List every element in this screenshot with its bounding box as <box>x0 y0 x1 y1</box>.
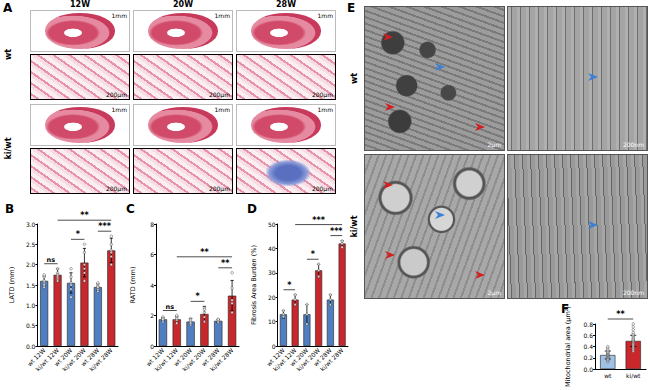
svg-text:10: 10 <box>268 318 276 325</box>
html-text:200μm: 200μm <box>311 91 333 98</box>
svg-text:***: *** <box>330 227 343 236</box>
svg-text:**: ** <box>221 259 230 268</box>
html-text:1mm: 1mm <box>317 106 333 113</box>
svg-text:ns: ns <box>47 256 56 264</box>
html-text:28W: 28W <box>276 0 296 9</box>
svg-text:ki/wt 12W: ki/wt 12W <box>34 346 61 373</box>
html-text:2μm: 2μm <box>487 289 501 296</box>
html-text:2μm: 2μm <box>487 141 501 148</box>
svg-text:0: 0 <box>272 343 276 350</box>
svg-text:ki/wt 28W: ki/wt 28W <box>209 346 235 372</box>
svg-text:B: B <box>5 202 14 216</box>
svg-text:***: *** <box>312 216 325 225</box>
html-text:200μm: 200μm <box>105 185 127 192</box>
svg-text:2.0: 2.0 <box>26 261 36 268</box>
svg-text:0: 0 <box>150 343 154 350</box>
svg-text:ki/wt 28W: ki/wt 28W <box>319 346 345 372</box>
svg-text:LATD (mm): LATD (mm) <box>8 267 16 304</box>
svg-text:0.4: 0.4 <box>583 343 593 350</box>
svg-text:wt 12W: wt 12W <box>264 346 286 368</box>
html-text:1mm: 1mm <box>111 12 127 19</box>
svg-text:wt 20W: wt 20W <box>172 346 194 368</box>
svg-text:**: ** <box>200 248 209 257</box>
svg-text:***: *** <box>98 222 111 231</box>
html-text:200μm: 200μm <box>208 185 230 192</box>
svg-text:**: ** <box>616 310 625 319</box>
svg-text:ki/wt 12W: ki/wt 12W <box>153 346 180 373</box>
svg-text:ki/wt 20W: ki/wt 20W <box>180 346 207 373</box>
svg-text:3.0: 3.0 <box>26 221 36 228</box>
html-text:200μm: 200μm <box>208 91 230 98</box>
html-text:1mm: 1mm <box>111 106 127 113</box>
html-text:1mm: 1mm <box>214 106 230 113</box>
svg-text:wt: wt <box>604 372 612 379</box>
svg-text:40: 40 <box>268 245 276 252</box>
html-text:ki/wt: ki/wt <box>3 137 13 160</box>
svg-text:RATD (mm): RATD (mm) <box>129 267 137 304</box>
html-text:1mm: 1mm <box>214 12 230 19</box>
svg-text:2.5: 2.5 <box>26 241 36 248</box>
svg-text:ki/wt: ki/wt <box>626 372 641 379</box>
svg-text:C: C <box>126 202 135 216</box>
svg-text:*: * <box>311 250 316 259</box>
svg-text:Mitochondrial area (μm²): Mitochondrial area (μm²) <box>564 306 572 387</box>
svg-text:6: 6 <box>150 251 154 258</box>
html-text:20W: 20W <box>173 0 193 9</box>
html-text:200nm: 200nm <box>622 289 644 296</box>
html-text:wt: wt <box>3 48 13 61</box>
html-text:1mm: 1mm <box>317 12 333 19</box>
svg-text:F: F <box>561 302 569 316</box>
svg-text:*: * <box>76 230 81 239</box>
svg-text:0.8: 0.8 <box>583 321 593 328</box>
html-text:200nm: 200nm <box>622 141 644 148</box>
html-text:A: A <box>3 1 13 15</box>
svg-text:wt 20W: wt 20W <box>288 346 310 368</box>
svg-text:ns: ns <box>166 303 175 311</box>
svg-text:ki/wt 20W: ki/wt 20W <box>295 346 322 373</box>
svg-text:0.2: 0.2 <box>583 354 593 361</box>
svg-text:ki/wt 28W: ki/wt 28W <box>88 346 114 372</box>
html-text:200μm: 200μm <box>105 91 127 98</box>
svg-text:4: 4 <box>150 282 154 289</box>
svg-text:0.0: 0.0 <box>583 366 593 373</box>
svg-text:wt 12W: wt 12W <box>144 346 166 368</box>
svg-text:*: * <box>287 281 292 290</box>
svg-text:ki/wt 20W: ki/wt 20W <box>60 346 87 373</box>
html-text:12W: 12W <box>70 0 90 9</box>
svg-text:ki/wt 12W: ki/wt 12W <box>271 346 298 373</box>
svg-text:wt 12W: wt 12W <box>25 346 47 368</box>
svg-text:Fibrosis Area Burden (%): Fibrosis Area Burden (%) <box>250 245 258 325</box>
svg-text:wt 20W: wt 20W <box>52 346 74 368</box>
svg-text:1.0: 1.0 <box>26 302 36 309</box>
svg-text:20: 20 <box>268 294 276 301</box>
svg-text:**: ** <box>80 211 89 220</box>
html-text:E: E <box>347 1 356 15</box>
svg-text:2: 2 <box>150 312 154 319</box>
svg-text:50: 50 <box>268 221 276 228</box>
html-text:200μm: 200μm <box>311 185 333 192</box>
svg-text:1.5: 1.5 <box>26 282 36 289</box>
svg-text:D: D <box>247 202 257 216</box>
svg-text:0.5: 0.5 <box>26 322 36 329</box>
svg-text:0.6: 0.6 <box>583 332 593 339</box>
svg-text:30: 30 <box>268 269 276 276</box>
svg-text:0.0: 0.0 <box>26 343 36 350</box>
svg-text:8: 8 <box>150 221 154 228</box>
html-text:wt: wt <box>349 72 359 84</box>
html-text:ki/wt: ki/wt <box>349 214 359 238</box>
svg-text:*: * <box>195 292 200 301</box>
